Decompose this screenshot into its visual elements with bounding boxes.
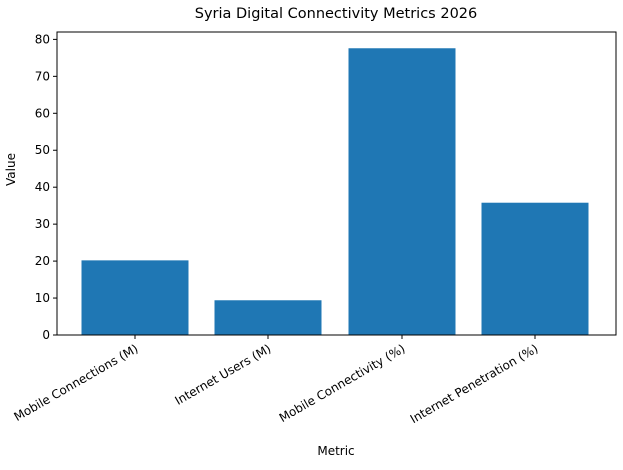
y-tick-label: 20 bbox=[35, 254, 50, 268]
y-tick-label: 50 bbox=[35, 143, 50, 157]
bar bbox=[81, 260, 189, 335]
chart-title: Syria Digital Connectivity Metrics 2026 bbox=[194, 6, 478, 22]
y-tick-label: 30 bbox=[35, 217, 50, 231]
y-tick-label: 80 bbox=[35, 32, 50, 46]
y-tick-label: 40 bbox=[35, 180, 50, 194]
x-axis-label: Metric bbox=[317, 444, 355, 458]
x-tick-label: Internet Users (M) bbox=[172, 341, 273, 407]
axes-frame bbox=[56, 31, 617, 336]
y-tick-label: 0 bbox=[42, 328, 50, 342]
x-tick-label: Mobile Connectivity (%) bbox=[277, 341, 408, 425]
x-tick-label: Internet Penetration (%) bbox=[408, 341, 541, 426]
y-tick-label: 10 bbox=[35, 291, 50, 305]
bar bbox=[348, 48, 456, 335]
bar bbox=[214, 300, 322, 335]
y-tick-label: 60 bbox=[35, 106, 50, 120]
x-tick-label: Mobile Connections (M) bbox=[12, 341, 141, 424]
y-tick-label: 70 bbox=[35, 69, 50, 83]
bar bbox=[481, 202, 589, 335]
